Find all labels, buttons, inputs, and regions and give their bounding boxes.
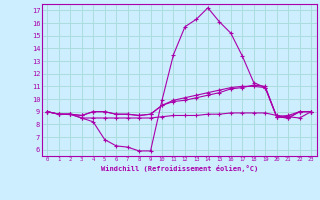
X-axis label: Windchill (Refroidissement éolien,°C): Windchill (Refroidissement éolien,°C) xyxy=(100,165,258,172)
